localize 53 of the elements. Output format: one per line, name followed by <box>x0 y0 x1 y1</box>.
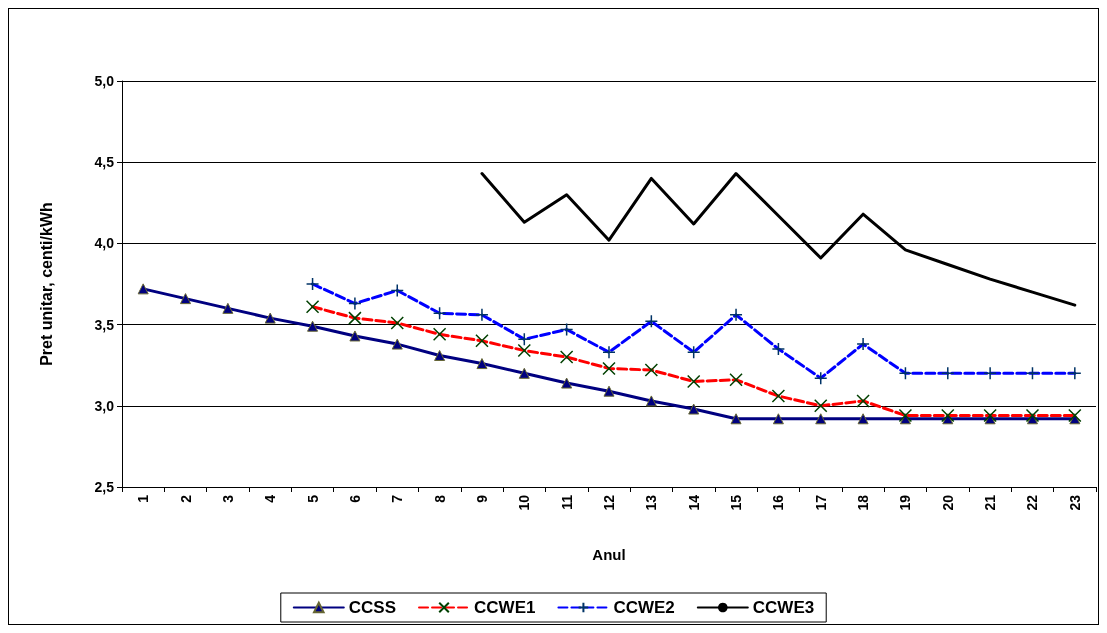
point <box>561 377 573 389</box>
y-tick-label: 3,5 <box>94 316 115 333</box>
y-tick-label: 2,5 <box>94 479 115 495</box>
x-tick-label: 17 <box>812 494 829 511</box>
point <box>180 293 192 305</box>
point <box>137 283 149 295</box>
x-tick-label: 1 <box>135 494 152 503</box>
point <box>391 338 403 350</box>
x-tick-label: 3 <box>219 494 236 503</box>
x-tick-label: 18 <box>855 494 872 511</box>
legend-label: CCWE3 <box>752 598 815 617</box>
x-tick-label: 5 <box>304 494 321 503</box>
x-tick-label: 14 <box>685 494 702 511</box>
x-tick-label: 2 <box>177 494 194 503</box>
point <box>603 385 615 397</box>
x-tick-label: 10 <box>516 494 533 511</box>
legend-label: CCWE2 <box>613 598 675 617</box>
point <box>730 413 742 425</box>
y-tick-label: 4,0 <box>94 235 115 252</box>
point <box>772 413 784 425</box>
y-tick-label: 5,0 <box>94 73 115 89</box>
x-tick-label: 7 <box>389 494 406 503</box>
legend-label: CCSS <box>348 598 397 617</box>
x-tick-label: 4 <box>262 494 279 503</box>
y-tick-label: 3,0 <box>94 397 115 414</box>
x-axis-title: Anul <box>592 546 626 563</box>
x-tick-label: 11 <box>558 494 575 510</box>
point <box>815 413 827 425</box>
x-tick-label: 19 <box>897 494 914 511</box>
x-tick-label: 6 <box>346 494 363 503</box>
x-tick-label: 12 <box>601 494 617 511</box>
x-tick-label: 16 <box>770 494 787 511</box>
y-axis-title: Pret unitar, centi/kWh <box>37 202 55 366</box>
y-tick-label: 4,5 <box>94 154 115 171</box>
x-tick-label: 20 <box>939 494 956 511</box>
point <box>434 349 446 361</box>
x-tick-label: 8 <box>431 494 448 503</box>
point <box>307 320 319 332</box>
point <box>857 413 869 425</box>
x-tick-label: 13 <box>643 494 660 511</box>
point <box>222 302 234 314</box>
point <box>518 367 530 379</box>
x-tick-label: 15 <box>728 494 745 511</box>
x-tick-label: 22 <box>1024 494 1041 511</box>
point <box>688 403 700 415</box>
legend-label: CCWE1 <box>474 598 536 617</box>
point <box>349 330 361 342</box>
x-tick-label: 9 <box>473 494 490 503</box>
x-tick-label: 23 <box>1066 494 1083 511</box>
point <box>645 395 657 407</box>
point <box>476 358 488 370</box>
x-tick-label: 21 <box>982 494 999 511</box>
point <box>264 312 276 324</box>
